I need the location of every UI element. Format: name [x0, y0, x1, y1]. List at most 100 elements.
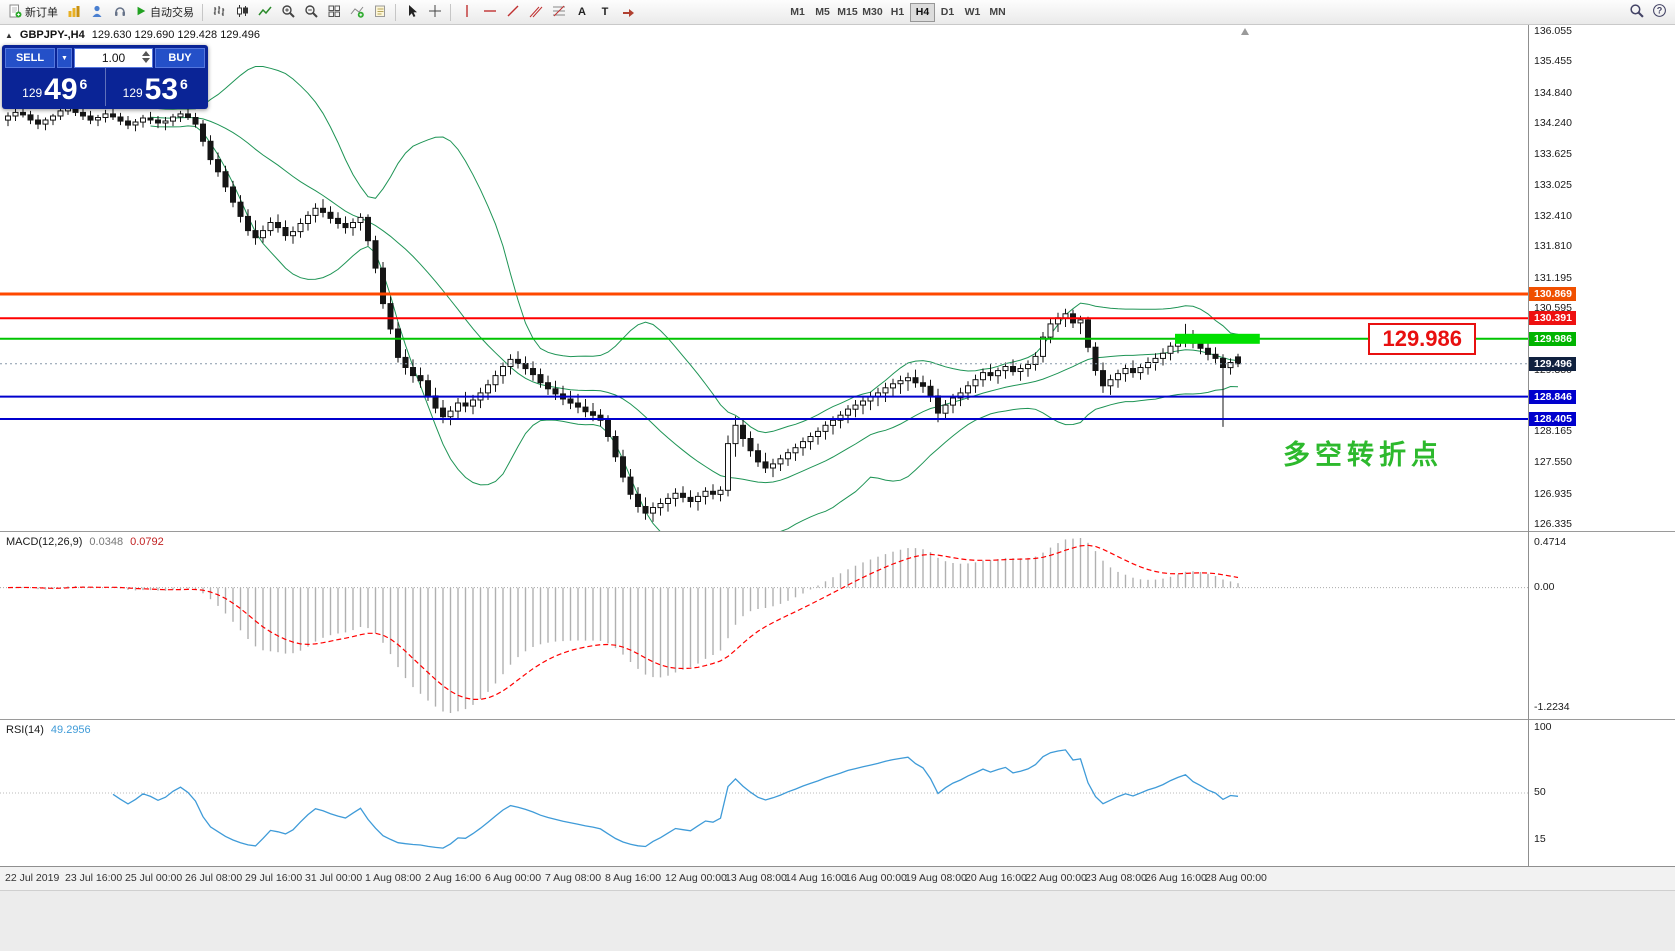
- time-axis-label: 12 Aug 00:00: [665, 872, 727, 884]
- price-tick-label: 131.810: [1534, 240, 1572, 253]
- macd-axis-top-label: 0.4714: [1534, 536, 1567, 548]
- candlestick-mode-button[interactable]: [230, 2, 253, 23]
- volume-down-icon[interactable]: [142, 58, 150, 63]
- timeframe-button-h4[interactable]: H4: [910, 2, 935, 22]
- rsi-canvas[interactable]: [0, 720, 1528, 866]
- volume-stepper[interactable]: [142, 51, 150, 63]
- timeframe-button-m1[interactable]: M1: [785, 3, 810, 22]
- cursor-button[interactable]: [400, 2, 423, 23]
- timeframe-button-w1[interactable]: W1: [960, 3, 985, 22]
- toolbar-separator: [450, 3, 451, 21]
- zoom-in-button[interactable]: [276, 2, 299, 23]
- price-tick-label: 128.165: [1534, 425, 1572, 438]
- time-axis-label: 1 Aug 08:00: [365, 872, 422, 884]
- timeframe-button-h1[interactable]: H1: [885, 3, 910, 22]
- crosshair-button[interactable]: [423, 2, 446, 23]
- time-axis-label: 25 Jul 00:00: [125, 872, 183, 884]
- channel-tool-button[interactable]: [524, 2, 547, 23]
- oneclick-toggle-icon[interactable]: ▲: [5, 30, 13, 40]
- time-axis-label: 23 Aug 08:00: [1085, 872, 1147, 884]
- text-tool-button[interactable]: A: [570, 2, 593, 23]
- macd-signal-value: 0.0792: [130, 536, 164, 548]
- bid-pips: 49: [44, 73, 78, 106]
- vertical-line-tool-button[interactable]: [455, 2, 478, 23]
- price-chart-panel[interactable]: ▲ GBPJPY-,H4 129.630 129.690 129.428 129…: [0, 25, 1528, 531]
- help-button[interactable]: ?: [1648, 2, 1671, 23]
- timeframe-button-m30[interactable]: M30: [860, 3, 885, 22]
- price-callout[interactable]: 129.986: [1368, 322, 1476, 355]
- rsi-panel[interactable]: RSI(14) 49.2956: [0, 719, 1528, 866]
- order-type-dropdown[interactable]: ▼: [57, 48, 72, 68]
- chart-note[interactable]: 多空转折点: [1283, 440, 1443, 470]
- line-chart-icon: [257, 4, 272, 21]
- navigator-person-icon: [90, 4, 104, 21]
- template-button[interactable]: [368, 2, 391, 23]
- timeframe-group: M1 M5 M15 M30 H1 H4 D1 W1 MN: [785, 2, 1010, 22]
- rsi-axis-top-label: 100: [1534, 721, 1552, 733]
- support-button[interactable]: [108, 2, 131, 23]
- ask-price[interactable]: 129 53 6: [104, 68, 206, 106]
- macd-canvas[interactable]: [0, 532, 1528, 719]
- price-chart-canvas[interactable]: [0, 25, 1528, 531]
- panel-divider[interactable]: [1529, 531, 1675, 532]
- headset-icon: [113, 4, 127, 21]
- label-tool-button[interactable]: T: [593, 2, 616, 23]
- tile-windows-button[interactable]: [322, 2, 345, 23]
- vertical-line-icon: [460, 4, 474, 21]
- time-axis-label: 20 Aug 16:00: [965, 872, 1027, 884]
- time-axis-label: 28 Aug 00:00: [1205, 872, 1267, 884]
- rsi-axis-mid-label: 50: [1534, 786, 1546, 798]
- fibonacci-tool-button[interactable]: [547, 2, 570, 23]
- cursor-icon: [405, 4, 419, 21]
- timeframe-button-m5[interactable]: M5: [810, 3, 835, 22]
- arrows-tool-button[interactable]: [616, 2, 639, 23]
- bar-chart-mode-button[interactable]: [207, 2, 230, 23]
- rsi-name: RSI(14): [6, 724, 44, 736]
- navigator-button[interactable]: [85, 2, 108, 23]
- zoom-in-icon: [281, 4, 295, 21]
- time-axis-label: 19 Aug 08:00: [905, 872, 967, 884]
- bar-chart-icon: [212, 4, 226, 21]
- horizontal-line-tool-button[interactable]: [478, 2, 501, 23]
- label-tool-icon: T: [598, 4, 612, 21]
- panel-divider[interactable]: [1529, 719, 1675, 720]
- bid-price[interactable]: 129 49 6: [5, 68, 105, 106]
- time-axis-label: 22 Aug 00:00: [1025, 872, 1087, 884]
- volume-input[interactable]: 1.00: [74, 48, 153, 68]
- volume-up-icon[interactable]: [142, 51, 150, 56]
- time-axis[interactable]: 22 Jul 2019 23 Jul 16:00 25 Jul 00:00 26 Ju…: [0, 866, 1675, 890]
- bid-point: 6: [79, 76, 88, 92]
- timeframe-button-mn[interactable]: MN: [985, 3, 1010, 22]
- search-icon: [1629, 3, 1644, 21]
- tile-windows-icon: [327, 4, 341, 21]
- macd-signal-line: [7, 544, 1239, 700]
- price-tag: 130.391: [1529, 311, 1576, 326]
- main-toolbar: 新订单 自动交易 A T M1 M5 M15 M30 H1 H4 D1 W1 MN ?: [0, 0, 1675, 25]
- search-button[interactable]: [1625, 2, 1648, 23]
- price-tag: 128.405: [1529, 412, 1576, 426]
- zoom-out-button[interactable]: [299, 2, 322, 23]
- add-indicator-button[interactable]: [345, 2, 368, 23]
- price-axis[interactable]: 0.4714 0.00 -1.2234 100 50 15 136.055 135…: [1528, 25, 1675, 866]
- line-chart-mode-button[interactable]: [253, 2, 276, 23]
- toolbar-separator: [395, 3, 396, 21]
- chart-header: ▲ GBPJPY-,H4 129.630 129.690 129.428 129…: [5, 29, 260, 41]
- trendline-tool-button[interactable]: [501, 2, 524, 23]
- price-shift-marker[interactable]: [1241, 28, 1249, 35]
- macd-panel[interactable]: MACD(12,26,9) 0.0348 0.0792: [0, 531, 1528, 719]
- autotrading-button[interactable]: 自动交易: [131, 2, 198, 23]
- new-order-button[interactable]: 新订单: [4, 2, 62, 23]
- price-tick-label: 130.595: [1534, 301, 1572, 314]
- buy-button[interactable]: BUY: [155, 48, 205, 68]
- candlestick-icon: [235, 4, 249, 21]
- sell-button[interactable]: SELL: [5, 48, 55, 68]
- timeframe-button-m15[interactable]: M15: [835, 3, 860, 22]
- indicator-add-icon: [350, 4, 364, 21]
- macd-name: MACD(12,26,9): [6, 536, 83, 548]
- price-tick-label: 133.025: [1534, 178, 1572, 191]
- time-axis-label: 14 Aug 16:00: [785, 872, 847, 884]
- time-axis-label: 26 Aug 16:00: [1145, 872, 1207, 884]
- market-watch-button[interactable]: [62, 2, 85, 23]
- timeframe-button-d1[interactable]: D1: [935, 3, 960, 22]
- ask-point: 6: [180, 76, 188, 92]
